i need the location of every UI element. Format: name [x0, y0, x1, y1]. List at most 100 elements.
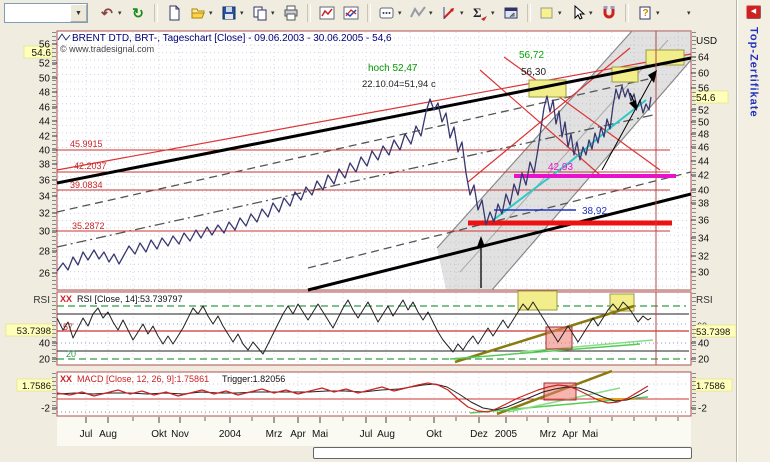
combo-dropdown-button[interactable]: ▼	[70, 4, 87, 22]
copy-dropdown-arrow-icon[interactable]: ▾	[271, 10, 275, 17]
channel-edge-left	[436, 30, 633, 249]
toolbar-indicator-button[interactable]	[407, 3, 429, 23]
drawing-tools-dropdown-arrow-icon[interactable]: ▾	[460, 10, 464, 17]
toolbar-cursor-button[interactable]	[567, 3, 589, 23]
symbol-combo[interactable]: ▼	[4, 3, 88, 23]
toolbar-copy-button[interactable]	[249, 3, 271, 23]
toolbar-rotate-button[interactable]	[665, 3, 687, 23]
toolbar-info-button[interactable]: ?	[634, 3, 656, 23]
formula-dropdown-arrow-icon[interactable]: ▾	[491, 10, 495, 17]
info-icon: ?	[639, 6, 651, 20]
horizontal-scrollbar-thumb[interactable]	[313, 447, 692, 459]
x-tick-label: Okt	[426, 429, 442, 440]
y-tick-label: 30	[39, 227, 51, 238]
up-arrow-head	[477, 236, 485, 247]
rsi-green-trendline-1[interactable]	[449, 343, 641, 360]
red-trendline-falling-1[interactable]	[503, 56, 661, 171]
info-dropdown-arrow-icon[interactable]: ▾	[656, 10, 660, 17]
toolbar-magnet-button[interactable]	[598, 3, 620, 23]
annotation-42-93: 42,93	[548, 162, 573, 173]
cursor-dropdown-arrow-icon[interactable]: ▾	[589, 10, 593, 17]
y-tick-label: 20	[698, 355, 710, 366]
chart-window-1-icon	[319, 6, 335, 20]
x-tick-label: Jul	[360, 429, 373, 440]
sidebar-collapse-button[interactable]: ◀	[746, 5, 761, 19]
y-tick-label: 38	[698, 199, 710, 210]
y-tick-label: 42	[39, 132, 51, 143]
toolbar-chart-window-2-button[interactable]	[340, 3, 362, 23]
secondary-uptrend-line[interactable]	[307, 192, 692, 292]
axis-minor-ticks	[692, 373, 696, 415]
rsi-toggle: XX	[60, 294, 72, 304]
indicator-dropdown-arrow-icon[interactable]: ▾	[429, 10, 433, 17]
toolbar-save-button[interactable]	[218, 3, 240, 23]
x-tick-label: Jul	[80, 429, 93, 440]
rsi-green-trendline-2[interactable]	[519, 339, 654, 353]
svg-text:?: ?	[643, 8, 649, 19]
current-price-label-left: 54.6	[32, 48, 52, 59]
diagonal-arrow-shaft[interactable]	[601, 78, 653, 171]
dashed-trendline-2[interactable]	[56, 114, 654, 248]
chart-type-icon	[379, 7, 394, 19]
y-tick-label: -2	[698, 404, 707, 415]
highlight-color-dropdown-arrow-icon[interactable]: ▾	[558, 10, 562, 17]
toolbar-drawing-tools-button[interactable]	[438, 3, 460, 23]
toolbar-print-button[interactable]	[280, 3, 302, 23]
level-label-45.9915: 45.9915	[70, 139, 103, 149]
macd-value-label-left: 1.7586	[22, 381, 51, 392]
indicator-icon	[410, 6, 426, 18]
annotation-hoch: hoch 52,47	[368, 63, 418, 74]
major-uptrend-line[interactable]	[56, 56, 692, 185]
save-icon	[222, 6, 236, 20]
rotate-dropdown-arrow-icon[interactable]: ▾	[687, 10, 691, 17]
rsi-plot-area[interactable]	[56, 291, 692, 366]
red-trendline-rising-2[interactable]	[467, 47, 631, 183]
toolbar-highlight-color-button[interactable]	[536, 3, 558, 23]
toolbar-properties-button[interactable]	[500, 3, 522, 23]
y-tick-label: 44	[698, 157, 710, 168]
rsi-value-label-left: 53.7398	[17, 326, 51, 337]
rsi-series	[56, 299, 652, 355]
highlight-color-icon	[540, 7, 553, 19]
axis-minor-ticks	[52, 293, 56, 364]
drawing-tools-icon	[443, 7, 454, 19]
toolbar-separator	[625, 4, 629, 22]
toolbar-formula-button[interactable]: Σ	[469, 3, 491, 23]
svg-text:Σ: Σ	[473, 5, 482, 20]
dashed-trendline-3[interactable]	[307, 171, 692, 269]
chart-type-dropdown-arrow-icon[interactable]: ▾	[398, 10, 402, 17]
y-tick-label: 36	[698, 216, 710, 227]
axis-minor-ticks	[52, 373, 56, 415]
save-dropdown-arrow-icon[interactable]: ▾	[240, 10, 244, 17]
cyan-trendline[interactable]	[487, 99, 647, 225]
axis-minor-ticks	[692, 32, 696, 289]
rsi-marked-zone[interactable]	[545, 326, 573, 350]
y-tick-label: 56	[698, 84, 710, 95]
x-tick-label: Mrz	[540, 429, 557, 440]
open-file-dropdown-arrow-icon[interactable]: ▾	[209, 10, 213, 17]
level-label-42.2037: 42.2037	[74, 161, 107, 171]
toolbar-new-document-button[interactable]	[163, 3, 185, 23]
sidebar-tab-top-zertifikate[interactable]: Top-Zertifikate	[747, 27, 760, 118]
x-tick-label: Mrz	[266, 429, 283, 440]
rsi-highlight-box-1[interactable]	[517, 290, 558, 311]
rsi-level-20-label: 20	[66, 349, 76, 359]
cursor-icon	[574, 5, 586, 20]
chart-title: BRENT DTD, BRT-, Tageschart [Close] - 09…	[72, 33, 392, 44]
toolbar-chart-window-1-button[interactable]	[316, 3, 338, 23]
y-tick-label: 60	[698, 69, 710, 80]
x-tick-label: Apr	[290, 429, 306, 440]
symbol-combo-value[interactable]	[5, 2, 70, 24]
undo-dropdown-arrow-icon[interactable]: ▾	[118, 10, 122, 17]
red-trendline-rising-1[interactable]	[56, 53, 692, 171]
toolbar-refresh-button[interactable]: ↻	[127, 3, 149, 23]
rsi-header: RSI [Close, 14]:53.739797	[77, 294, 183, 304]
level-label-39.0834: 39.0834	[70, 180, 103, 190]
toolbar-chart-type-button[interactable]	[376, 3, 398, 23]
toolbar-open-file-button[interactable]	[187, 3, 209, 23]
annotation-38-92: 38,92	[582, 206, 607, 217]
toolbar-undo-button[interactable]: ↶	[96, 3, 118, 23]
x-tick-label: Dez	[470, 429, 488, 440]
